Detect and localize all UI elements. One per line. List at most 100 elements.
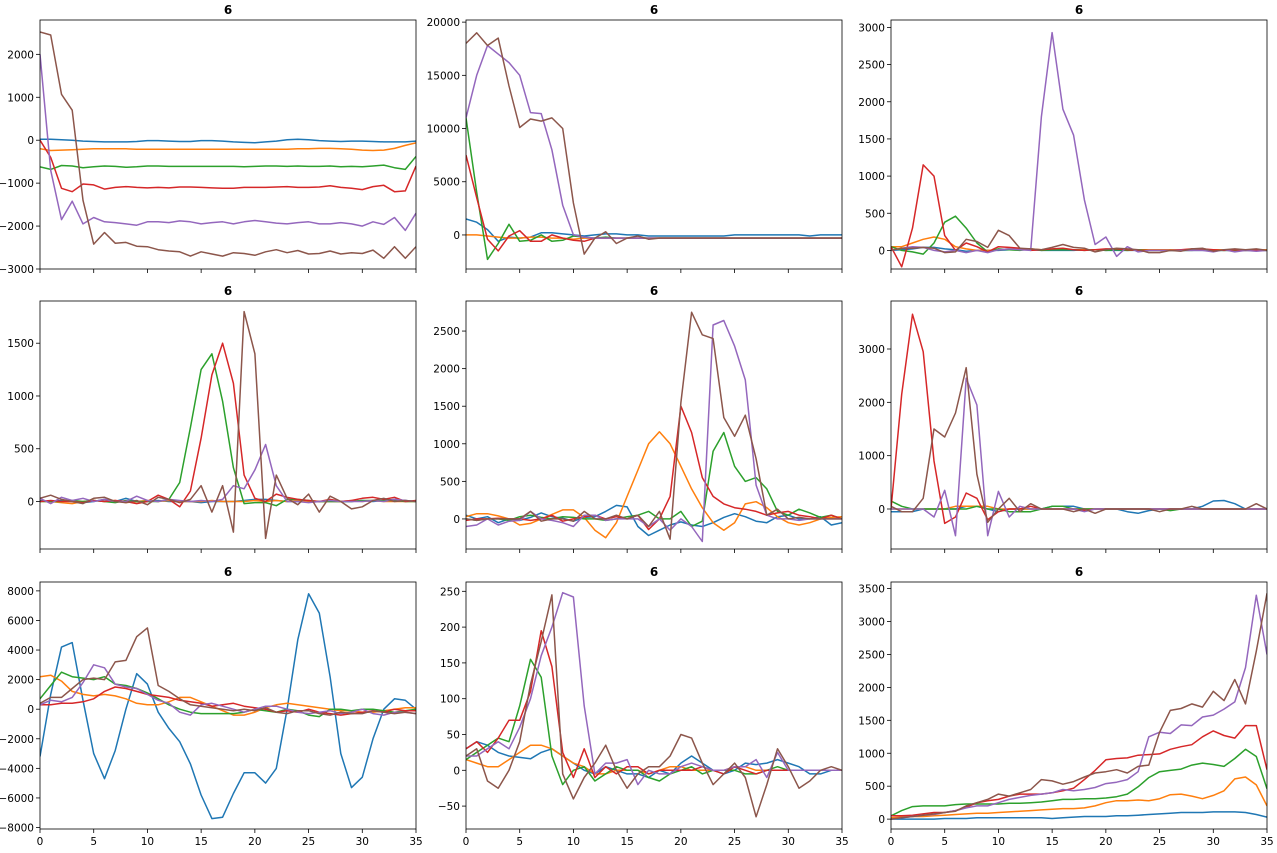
y-tick-label: 20000 [427, 17, 460, 29]
x-tick-label: 10 [567, 836, 580, 848]
subplot-7: 6 0 5 10 15 20 25 30 35 −8000 −6000 −4000 −2000 0 2000… [0, 565, 423, 848]
y-tick-label: 2000 [858, 682, 885, 694]
series-line-s1 [891, 811, 1267, 820]
y-tick-label: 8000 [7, 586, 34, 598]
series-line-s1 [40, 593, 416, 820]
series-line-s2 [40, 142, 416, 152]
x-tick-label: 35 [409, 836, 422, 848]
series-line-s6 [891, 593, 1267, 820]
y-tick-label: 15000 [427, 70, 460, 82]
series-line-s3 [891, 748, 1267, 817]
series-line-s4 [466, 405, 842, 531]
series-line-s2 [891, 776, 1267, 819]
plot-title: 6 [224, 3, 232, 17]
series-line-s6 [466, 594, 842, 818]
y-tick-label: 500 [865, 781, 885, 793]
x-tick-label: 20 [1099, 836, 1112, 848]
axes-frame [465, 581, 843, 830]
series-line-s6 [891, 366, 1267, 524]
y-tick-label: 2000 [7, 675, 34, 687]
series-group [40, 31, 416, 260]
y-tick-label: 0 [453, 230, 460, 242]
plot-title: 6 [650, 3, 658, 17]
subplot-4: 6 0 500 1000 1500 [7, 284, 417, 553]
series-line-s3 [466, 658, 842, 786]
y-tick-label: −1000 [0, 178, 34, 190]
series-line-s5 [891, 594, 1267, 820]
y-tick-label: 1500 [858, 715, 885, 727]
axes-frame [39, 300, 417, 550]
subplot-8: 6 0 5 10 15 20 25 30 35 −50 0 50 100 150 200 250 [438, 565, 849, 848]
series-group [40, 310, 416, 540]
y-tick-label: 1500 [858, 134, 885, 146]
series-group [40, 593, 416, 820]
plot-title: 6 [1075, 3, 1083, 17]
x-tick-label: 0 [888, 836, 895, 848]
x-tick-label: 0 [37, 836, 44, 848]
y-tick-label: 1000 [7, 391, 34, 403]
plot-title: 6 [650, 565, 658, 579]
axes-frame [890, 300, 1268, 550]
series-line-s4 [40, 342, 416, 508]
y-tick-label: 3000 [858, 344, 885, 356]
y-tick-label: 0 [453, 514, 460, 526]
series-line-s6 [40, 310, 416, 540]
y-tick-label: 100 [440, 694, 460, 706]
x-tick-label: 15 [620, 836, 633, 848]
axes-frame [39, 19, 417, 270]
x-tick-label: 30 [782, 836, 795, 848]
y-tick-label: 1500 [433, 401, 460, 413]
series-line-s6 [891, 229, 1267, 254]
series-line-s1 [466, 504, 842, 537]
y-tick-label: 0 [878, 504, 885, 516]
plot-title: 6 [650, 284, 658, 298]
plot-title: 6 [1075, 565, 1083, 579]
axes-frame [890, 19, 1268, 270]
series-line-s1 [466, 740, 842, 779]
y-tick-label: 500 [865, 208, 885, 220]
y-tick-label: 1000 [433, 439, 460, 451]
x-tick-label: 20 [248, 836, 261, 848]
y-tick-label: −4000 [0, 763, 34, 775]
y-tick-label: 0 [878, 814, 885, 826]
x-tick-label: 25 [1153, 836, 1166, 848]
x-tick-label: 25 [302, 836, 315, 848]
y-tick-label: 50 [447, 729, 460, 741]
series-line-s5 [40, 443, 416, 505]
series-line-s4 [40, 686, 416, 716]
x-tick-label: 10 [992, 836, 1005, 848]
x-tick-label: 5 [516, 836, 523, 848]
subplot-9: 6 0 5 10 15 20 25 30 35 0 500 1000 1500 2000 2500 3000 3… [858, 565, 1273, 848]
series-line-s6 [40, 31, 416, 260]
axes-frame [465, 300, 843, 550]
axes-frame [465, 19, 843, 270]
series-group [891, 313, 1267, 537]
series-line-s5 [891, 31, 1267, 258]
x-tick-label: 30 [356, 836, 369, 848]
series-line-s4 [40, 139, 416, 193]
plot-title: 6 [224, 565, 232, 579]
x-tick-label: 30 [1207, 836, 1220, 848]
x-tick-label: 10 [141, 836, 154, 848]
series-line-s5 [466, 44, 842, 239]
series-line-s5 [40, 54, 416, 232]
series-line-s3 [40, 353, 416, 507]
y-tick-label: 1000 [858, 451, 885, 463]
y-tick-label: 0 [27, 135, 34, 147]
y-tick-label: 3000 [858, 617, 885, 629]
subplot-1: 6 −3000 −2000 −1000 0 1000 2000 [0, 3, 417, 276]
y-tick-label: 0 [878, 245, 885, 257]
y-tick-label: 150 [440, 658, 460, 670]
y-tick-label: 1000 [858, 171, 885, 183]
series-line-s4 [466, 629, 842, 779]
y-tick-label: 2000 [7, 49, 34, 61]
series-group [891, 593, 1267, 820]
series-line-s2 [466, 431, 842, 539]
x-tick-label: 35 [1260, 836, 1273, 848]
y-tick-label: 3500 [858, 584, 885, 596]
subplot-5: 6 0 500 1000 1500 2000 2500 [433, 284, 843, 553]
series-group [466, 591, 842, 818]
series-line-s6 [466, 311, 842, 540]
y-tick-label: 2500 [858, 649, 885, 661]
subplot-2: 6 0 5000 10000 15000 20000 [427, 3, 843, 273]
